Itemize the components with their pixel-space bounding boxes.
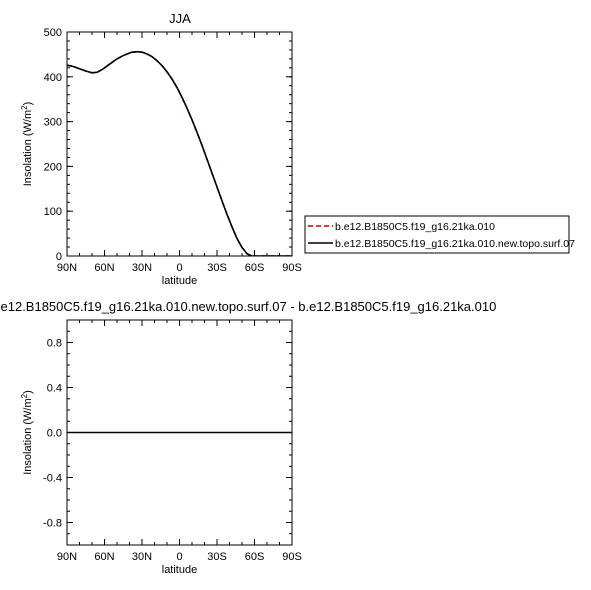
y-axis-label-superscript: 2	[20, 393, 29, 398]
series-line-1	[67, 50, 292, 256]
legend-label-1: b.e12.B1850C5.f19_g16.21ka.010	[335, 221, 495, 233]
y-tick-label: 200	[44, 161, 62, 173]
y-axis-label: Insolation (W/m2)	[20, 390, 34, 475]
x-tick-label: 60N	[94, 262, 114, 274]
x-tick-label: 60N	[94, 551, 114, 563]
x-tick-label: 90S	[282, 551, 302, 563]
y-tick-label: -0.8	[43, 518, 62, 530]
y-tick-label: 0.0	[47, 428, 62, 440]
y-axis-label: Insolation (W/m2)	[20, 102, 34, 187]
y-axis-label-main: Insolation (W/m	[22, 110, 34, 186]
x-tick-label: 90N	[57, 551, 77, 563]
y-axis-label-superscript: 2	[20, 105, 29, 110]
series-group	[67, 50, 292, 256]
difference-chart: b.e12.B1850C5.f19_g16.21ka.010.new.topo.…	[0, 299, 496, 576]
x-tick-label: 30S	[207, 262, 227, 274]
x-axis-label: latitude	[162, 564, 197, 576]
x-tick-label: 30S	[207, 551, 227, 563]
legend-box	[304, 215, 570, 254]
x-tick-label: 0	[176, 551, 182, 563]
y-tick-label: 400	[44, 72, 62, 84]
x-tick-label: 30N	[132, 551, 152, 563]
y-axis-label-main: Insolation (W/m	[22, 398, 34, 474]
x-tick-label: 0	[176, 262, 182, 274]
chart-title: JJA	[169, 11, 191, 26]
y-tick-label: -0.4	[43, 473, 62, 485]
x-tick-label: 30N	[132, 262, 152, 274]
legend-label-2: b.e12.B1850C5.f19_g16.21ka.010.new.topo.…	[335, 238, 575, 250]
x-tick-label: 60S	[245, 262, 265, 274]
x-tick-label: 60S	[245, 551, 265, 563]
x-tick-label: 90N	[57, 262, 77, 274]
x-axis-label: latitude	[162, 275, 197, 287]
y-tick-label: 500	[44, 27, 62, 39]
y-axis-label-close: )	[22, 102, 34, 106]
chart-title: b.e12.B1850C5.f19_g16.21ka.010.new.topo.…	[0, 299, 496, 314]
x-tick-label: 90S	[282, 262, 302, 274]
y-axis-label-close: )	[22, 390, 34, 394]
plot-frame	[66, 31, 293, 257]
series-line-2	[67, 50, 292, 256]
top-chart: JJA 90N 60N 30N 0 30S 60S 90S 0 100 200 300 400 500 la…	[20, 11, 575, 287]
y-tick-label: 300	[44, 117, 62, 129]
y-tick-label: 0.8	[47, 338, 62, 350]
y-tick-label: 100	[44, 206, 62, 218]
y-tick-label: 0.4	[47, 383, 62, 395]
y-tick-label: 0	[56, 251, 62, 263]
